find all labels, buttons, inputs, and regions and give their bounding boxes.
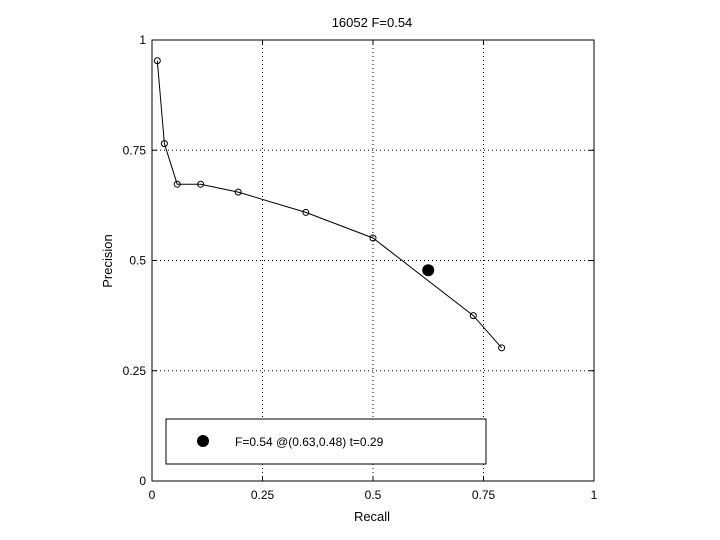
data-point [153, 57, 161, 65]
data-point [160, 140, 168, 148]
legend-label: F=0.54 @(0.63,0.48) t=0.29 [235, 435, 384, 449]
data-point [173, 180, 181, 188]
axis-ticks [151, 39, 595, 482]
chart-title: 16052 F=0.54 [332, 15, 413, 30]
legend-box [165, 418, 487, 465]
y-tick-label: 0.75 [123, 143, 147, 157]
x-tick-label: 0 [149, 488, 156, 502]
y-tick-label: 0.5 [129, 254, 146, 268]
y-axis-label: Precision [100, 234, 115, 287]
data-point [498, 344, 506, 352]
data-point [469, 312, 477, 320]
y-tick-label: 1 [139, 33, 146, 47]
data-point [369, 234, 377, 242]
data-point [234, 188, 242, 196]
x-tick-label: 0.75 [472, 488, 496, 502]
y-tick-label: 0 [139, 474, 146, 488]
y-tick-label: 0.25 [123, 364, 147, 378]
series-layer [153, 57, 506, 352]
data-point [302, 208, 310, 216]
x-tick-label: 0.25 [251, 488, 275, 502]
x-tick-label: 1 [591, 488, 598, 502]
y-tick-labels: 0 0.25 0.5 0.75 1 [123, 33, 147, 488]
series-line [156, 60, 502, 349]
x-tick-labels: 0 0.25 0.5 0.75 1 [149, 488, 598, 502]
legend-marker [197, 435, 209, 447]
x-axis-label: Recall [354, 509, 390, 524]
x-tick-label: 0.5 [365, 488, 382, 502]
grid [152, 40, 594, 481]
data-point [197, 180, 205, 188]
best-f-point [422, 264, 435, 277]
legend: F=0.54 @(0.63,0.48) t=0.29 [165, 418, 487, 465]
